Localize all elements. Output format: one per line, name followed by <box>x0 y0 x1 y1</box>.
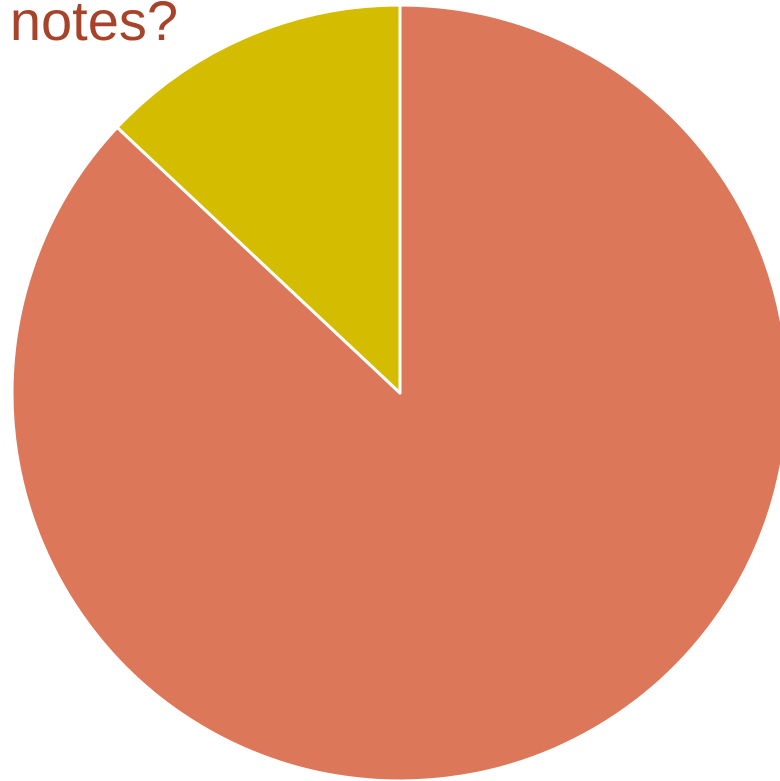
pie-slice-1 <box>115 3 402 395</box>
pie-slices <box>10 3 780 781</box>
chart-title: notes? <box>10 0 178 52</box>
pie-slice-0 <box>10 3 780 781</box>
